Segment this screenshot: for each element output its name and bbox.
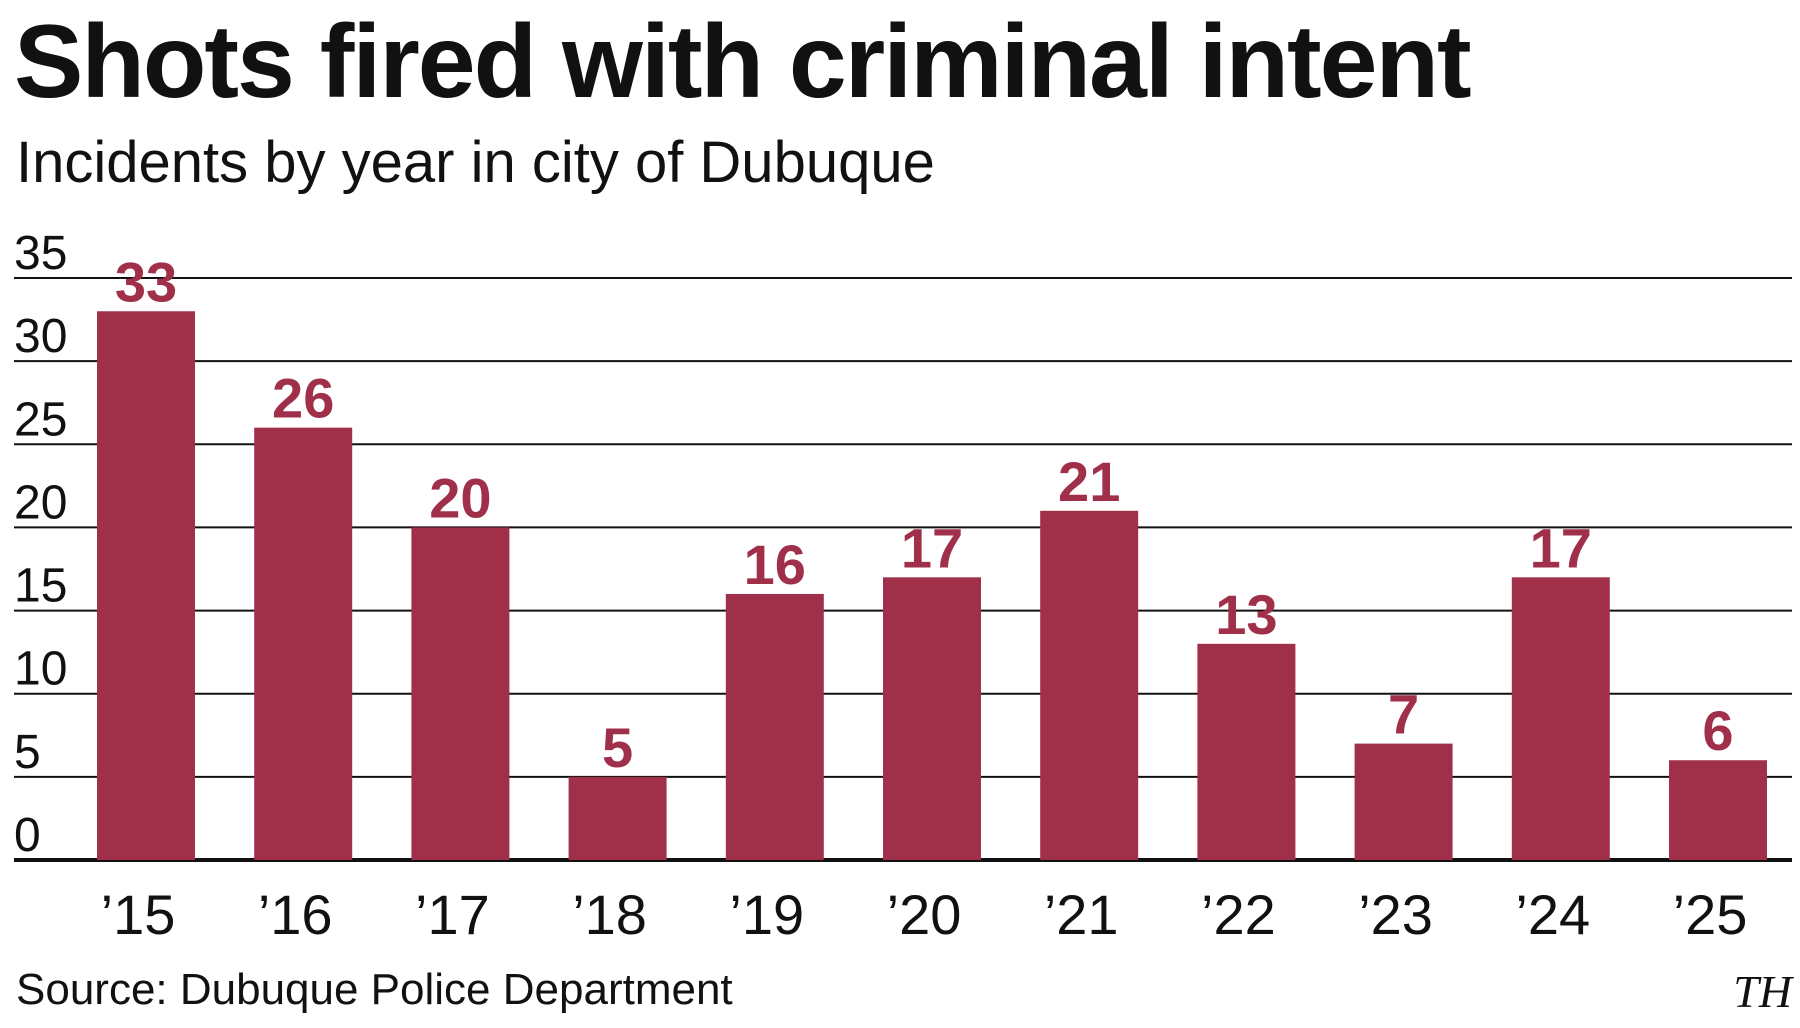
x-axis: ’15 ’16 ’17 ’18 ’19 ’20 ’21 ’22 ’23 ’24 ’25: [101, 883, 1748, 946]
data-label: 7: [1388, 683, 1419, 746]
x-tick-label: ’22: [1201, 883, 1276, 946]
data-label: 5: [602, 716, 633, 779]
bars: [97, 311, 1767, 860]
y-tick-label: 20: [14, 476, 67, 529]
y-tick-label: 5: [14, 726, 41, 779]
bar: [1197, 643, 1296, 860]
y-tick-label: 0: [14, 809, 41, 862]
data-label: 26: [272, 367, 334, 430]
credit-logo: TH: [1733, 966, 1792, 1017]
data-label: 13: [1215, 583, 1277, 646]
y-axis: 0 5 10 15 20 25 30 35: [14, 227, 67, 862]
x-tick-label: ’23: [1358, 883, 1433, 946]
bar: [1040, 510, 1139, 860]
data-label: 20: [429, 466, 491, 529]
x-tick-label: ’18: [572, 883, 647, 946]
bar: [97, 311, 195, 860]
x-tick-label: ’17: [415, 883, 490, 946]
y-tick-label: 15: [14, 560, 67, 613]
data-label: 33: [115, 250, 177, 313]
bar: [883, 577, 981, 860]
x-tick-label: ’24: [1515, 883, 1590, 946]
bar: [1354, 743, 1453, 860]
y-tick-label: 25: [14, 393, 67, 446]
x-tick-label: ’21: [1044, 883, 1119, 946]
chart-subtitle: Incidents by year in city of Dubuque: [16, 130, 935, 195]
bar: [568, 776, 667, 860]
bar: [254, 427, 353, 860]
x-tick-label: ’20: [887, 883, 962, 946]
data-label: 16: [744, 533, 806, 596]
data-label: 6: [1702, 699, 1733, 762]
x-tick-label: ’25: [1673, 883, 1748, 946]
bar: [1511, 577, 1610, 860]
y-tick-label: 10: [14, 643, 67, 696]
bar: [1669, 760, 1767, 860]
data-label: 17: [1530, 516, 1592, 579]
y-tick-label: 35: [14, 227, 67, 280]
x-tick-label: ’19: [729, 883, 804, 946]
data-label: 17: [901, 516, 963, 579]
data-label: 21: [1058, 450, 1120, 513]
y-tick-label: 30: [14, 310, 67, 363]
x-tick-label: ’15: [101, 883, 176, 946]
chart-title: Shots fired with criminal intent: [14, 4, 1472, 120]
x-tick-label: ’16: [258, 883, 333, 946]
data-labels: 33 26 20 5 16 17 21 13 7 17 6: [115, 250, 1734, 779]
bar: [725, 593, 824, 860]
source-note: Source: Dubuque Police Department: [16, 965, 733, 1014]
bar: [411, 527, 510, 860]
